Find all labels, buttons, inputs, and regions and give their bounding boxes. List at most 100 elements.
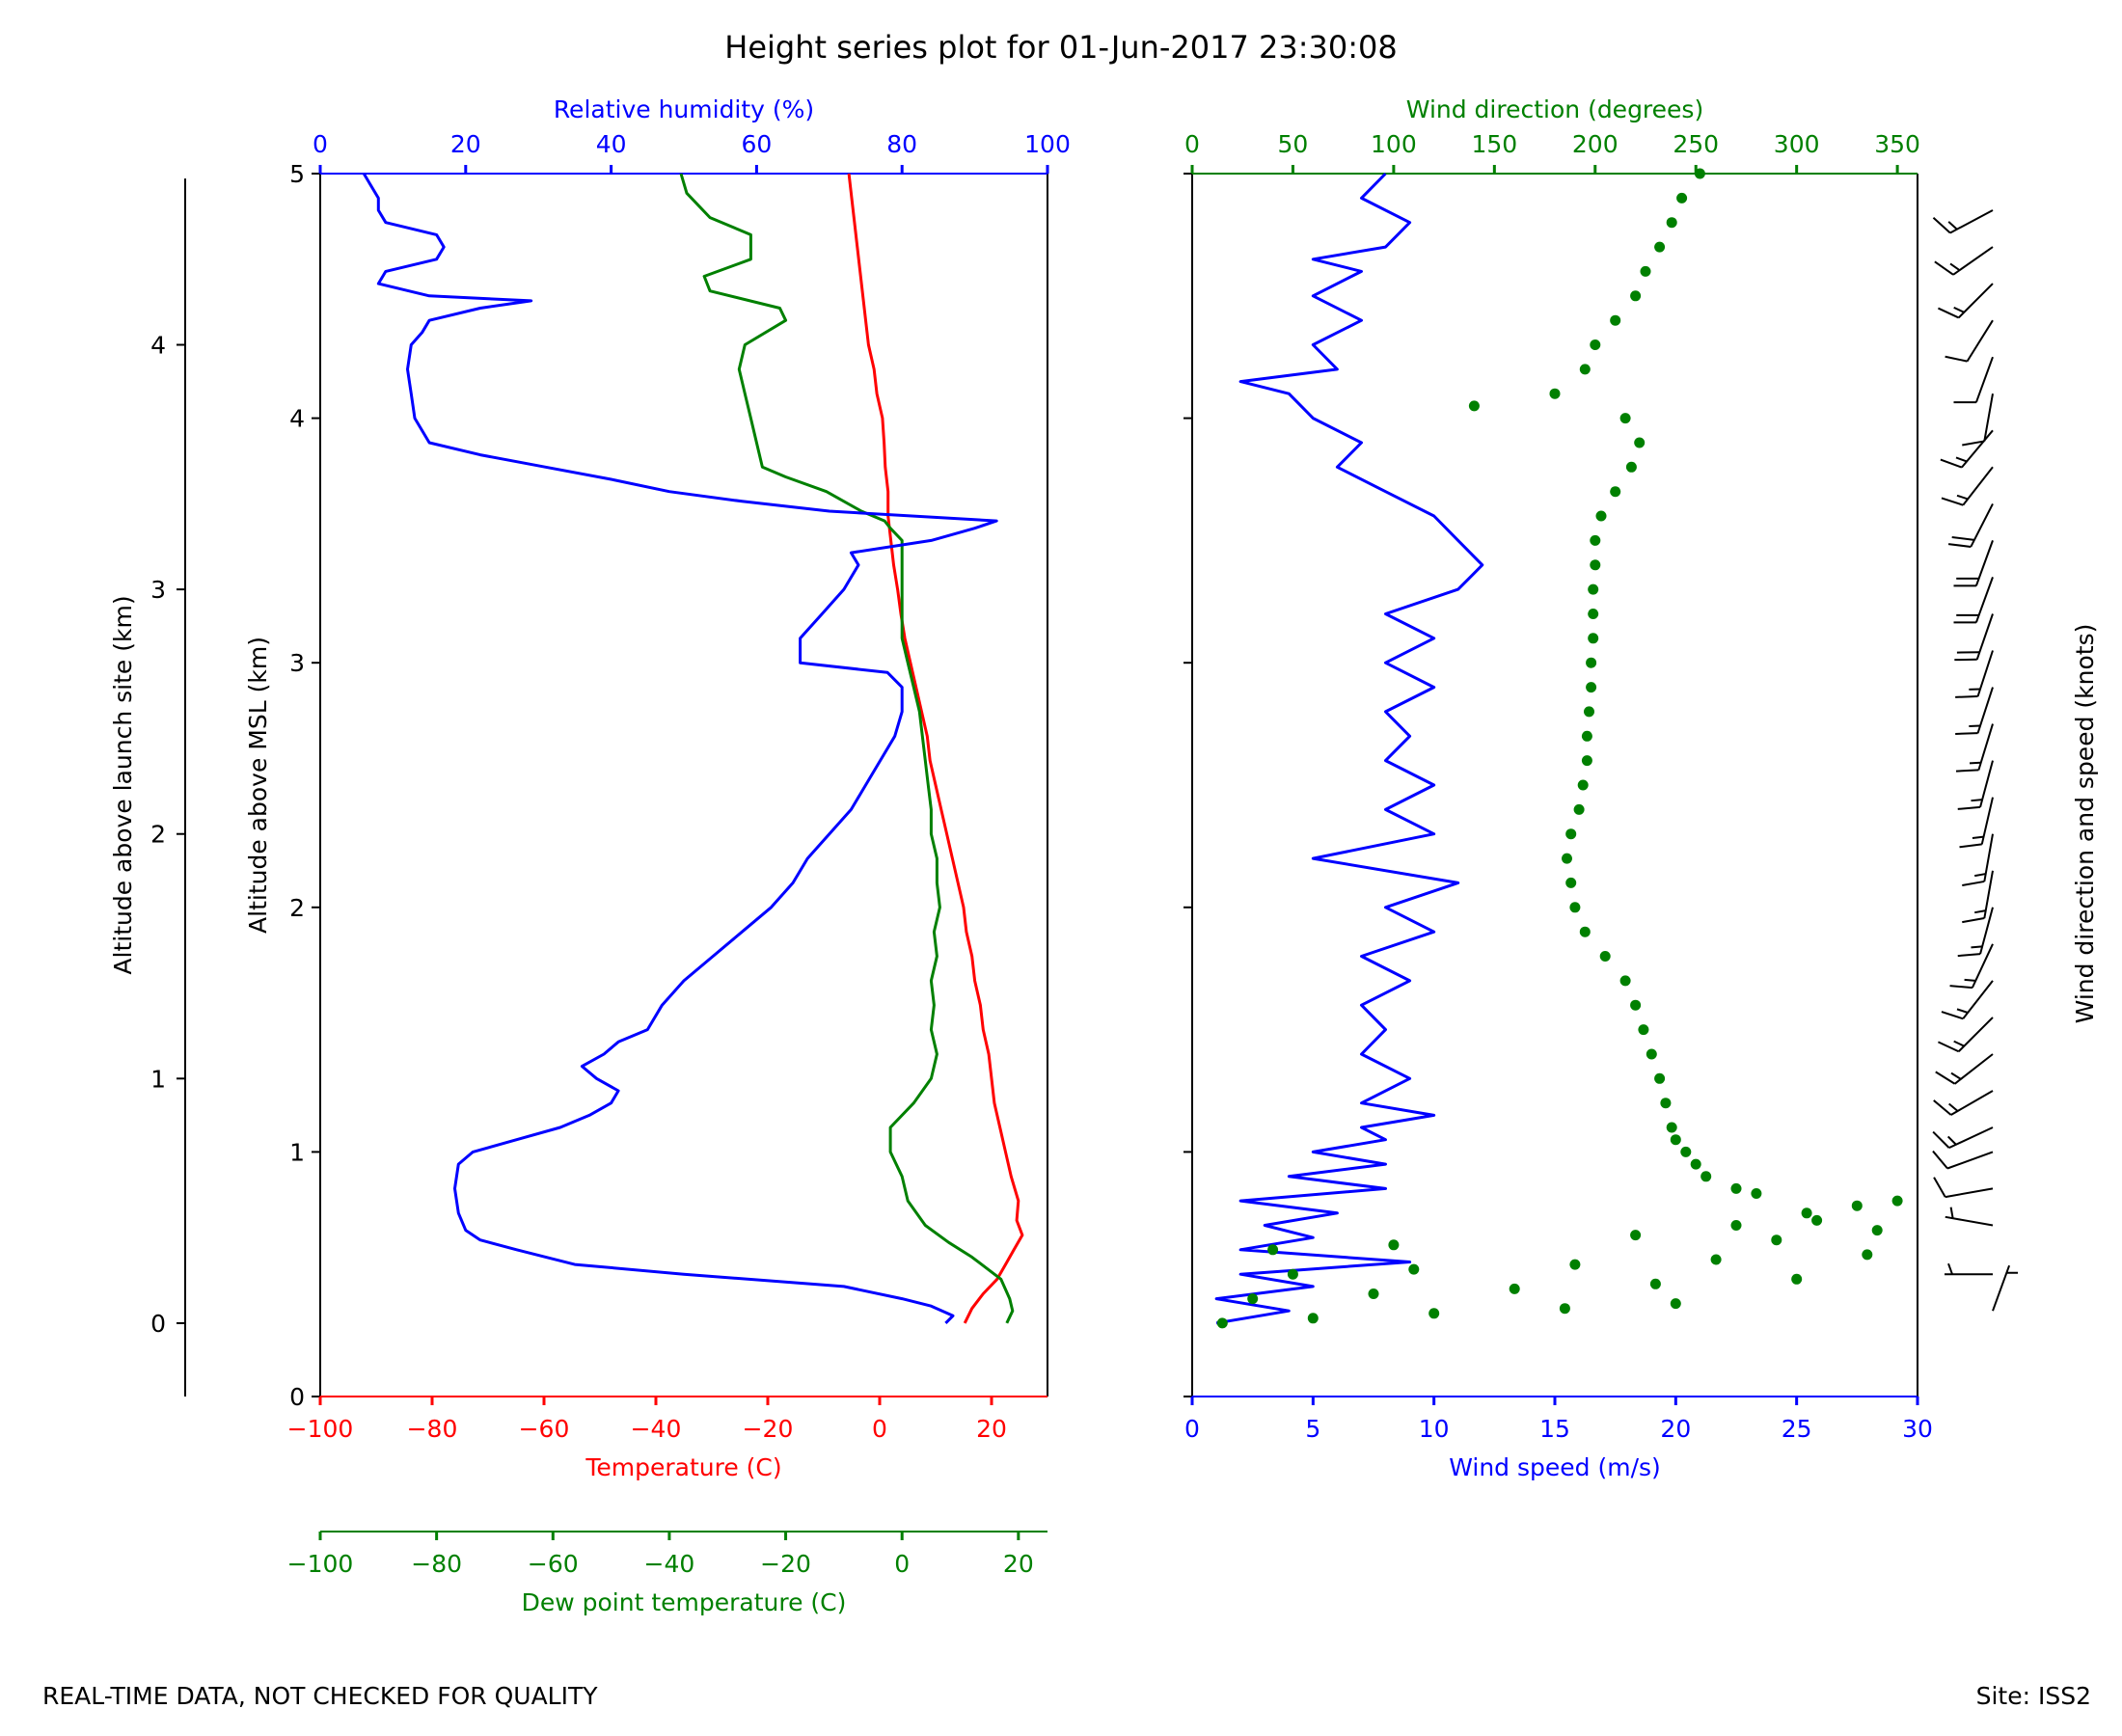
- wind-barb: [1945, 1207, 1994, 1227]
- wind-speed-tick-label: 15: [1539, 1415, 1570, 1443]
- wind-direction-point: [1588, 609, 1599, 619]
- wind-speed-tick-label: 10: [1419, 1415, 1450, 1443]
- wind-direction-point: [1586, 682, 1597, 693]
- wind-barb-shaft: [1977, 723, 1994, 771]
- wind-barb-flag: [1941, 1011, 1964, 1020]
- wind-barb-shaft: [1953, 1053, 1994, 1085]
- wind-barb-half-flag: [1974, 873, 1986, 878]
- wind-direction-point: [1247, 1293, 1259, 1305]
- wind-barb: [1934, 246, 1994, 276]
- wind-barb-shaft: [1971, 943, 1994, 989]
- wind-direction-point: [1751, 1188, 1762, 1199]
- wind-barb-half-flag: [1949, 1207, 1954, 1219]
- wind-barb-shaft: [1974, 540, 1994, 586]
- wind-barb: [1957, 907, 1994, 958]
- wind-direction-point: [1590, 339, 1601, 350]
- humidity-tick-label: 40: [596, 130, 627, 158]
- wind-barb-flag: [1959, 843, 1982, 849]
- wind-barb: [1992, 1264, 2019, 1312]
- wind-direction-point: [1654, 241, 1666, 253]
- wind-profile-chart: 0 5 10 15 20 25 30 Wind speed (m/s) 0 50 100 150 200…: [1183, 95, 2099, 1481]
- wind-barb-flag: [1935, 1071, 1956, 1085]
- wind-barb-shaft: [1957, 1017, 1994, 1052]
- wind-direction-point: [1408, 1263, 1420, 1275]
- wind-barb-half-flag: [1972, 835, 1984, 840]
- wind-direction-point: [1549, 388, 1561, 399]
- wind-direction-point: [1625, 461, 1637, 473]
- wind-direction-point: [1710, 1254, 1722, 1265]
- wind-direction-point: [1871, 1225, 1883, 1236]
- wind-direction-point: [1610, 486, 1621, 498]
- wind-direction-point: [1666, 1122, 1677, 1133]
- launch-tick-label: 1: [150, 1065, 166, 1093]
- dewpoint-tick-label: −20: [760, 1550, 811, 1578]
- wind-direction-point: [1654, 1072, 1666, 1084]
- dewpoint-axis-label: Dew point temperature (C): [522, 1588, 847, 1616]
- wind-barb: [1953, 577, 1994, 624]
- launch-axis-label: Altitude above launch site (km): [109, 595, 137, 974]
- wind-direction-point: [1771, 1234, 1782, 1246]
- wind-direction-tick-label: 50: [1278, 130, 1309, 158]
- wind-direction-point: [1666, 217, 1677, 229]
- wind-direction-point: [1862, 1249, 1873, 1261]
- wind-direction-point: [1573, 803, 1585, 815]
- wind-barb: [1932, 1126, 1994, 1150]
- wind-direction-point: [1579, 364, 1591, 375]
- msl-tick-label: 1: [289, 1138, 305, 1166]
- wind-barb-shaft: [1979, 760, 1994, 808]
- wind-direction-tick-label: 350: [1874, 130, 1920, 158]
- wind-barb-shaft: [1962, 980, 1994, 1019]
- wind-barb-half-flag: [1969, 724, 1981, 727]
- wind-barb: [1949, 943, 1994, 990]
- wind-barb-half-flag: [1947, 221, 1958, 231]
- wind-direction-point: [1676, 192, 1688, 203]
- wind-barb-shaft: [1945, 1215, 1994, 1227]
- wind-barb-flag: [1934, 260, 1954, 276]
- wind-barb-shaft: [1983, 393, 1994, 442]
- wind-barb-flag: [1962, 917, 1985, 924]
- wind-barb: [1954, 613, 1994, 662]
- wind-barb-half-flag: [1956, 494, 1969, 501]
- wind-barb-half-flag: [1974, 909, 1986, 914]
- temperature-tick-label: 20: [976, 1415, 1007, 1443]
- wind-barb: [1941, 466, 1994, 506]
- wind-barb: [1953, 540, 1994, 587]
- wind-barb-flag: [1945, 355, 1968, 363]
- wind-barb-shaft: [1992, 1264, 2011, 1312]
- wind-barb-shaft: [1983, 870, 1994, 919]
- wind-direction-point: [1388, 1239, 1400, 1251]
- wind-barb-shaft: [1976, 687, 1994, 734]
- wind-barb: [1962, 870, 1994, 924]
- thermo-profile-chart: 0 1 2 3 4 5 Altitude above MSL (km) 0 1 2 3 4 Altitu…: [109, 95, 1071, 1616]
- dewpoint-tick-label: 0: [894, 1550, 910, 1578]
- temperature-tick-label: −40: [631, 1415, 682, 1443]
- wind-direction-point: [1577, 779, 1589, 791]
- wind-barb-flag: [1955, 695, 1978, 698]
- wind-barb-flag: [1953, 584, 1976, 587]
- wind-barb-half-flag: [1947, 1262, 1953, 1275]
- wind-barb-flag: [1932, 1130, 1950, 1149]
- site-label: Site: ISS2: [1975, 1682, 2091, 1710]
- wind-direction-point: [1670, 1134, 1681, 1146]
- wind-barb-half-flag: [1949, 262, 1961, 272]
- wind-barb-flag: [1941, 497, 1964, 506]
- wind-speed-tick-label: 0: [1184, 1415, 1200, 1443]
- dewpoint-tick-label: −100: [287, 1550, 354, 1578]
- msl-tick-label: 4: [289, 405, 305, 433]
- wind-barb-flag: [1951, 535, 1975, 541]
- wind-barb-flag: [1932, 217, 1951, 234]
- wind-barb-shaft: [1979, 907, 1994, 955]
- dewpoint-tick-label: 20: [1003, 1550, 1034, 1578]
- wind-direction-point: [1630, 999, 1642, 1011]
- wind-barb-flag: [1954, 658, 1977, 662]
- wind-direction-point: [1569, 902, 1581, 913]
- wind-direction-point: [1584, 706, 1594, 718]
- wind-barb-shaft: [1966, 319, 1994, 363]
- wind-direction-point: [1599, 951, 1611, 962]
- wind-barb-flag: [1956, 613, 1979, 616]
- wind-direction-point: [1216, 1317, 1228, 1329]
- wind-speed-tick-label: 30: [1902, 1415, 1933, 1443]
- wind-direction-point: [1646, 1048, 1657, 1060]
- wind-direction-tick-label: 0: [1184, 130, 1200, 158]
- wind-direction-point: [1565, 828, 1577, 840]
